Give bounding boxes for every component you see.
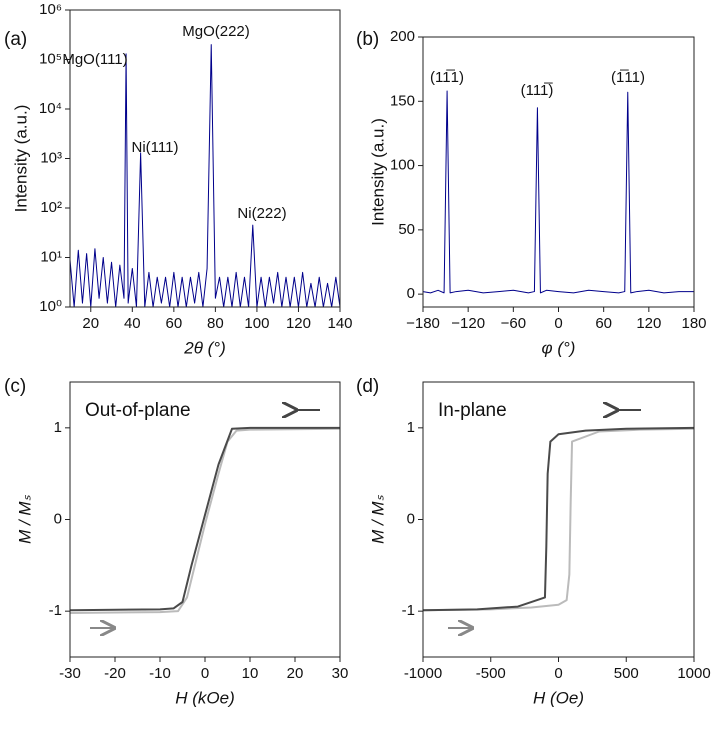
annotation: In-plane bbox=[438, 400, 507, 421]
panel: (a) 20 40 60 80 100 120 140 10⁰ 10¹ 10² 10³ 10⁴ 10⁵ 10… bbox=[4, 1, 353, 358]
annotation: MgO(222) bbox=[182, 23, 250, 40]
x-tick-label: -30 bbox=[59, 665, 81, 682]
annotation: MgO(111) bbox=[62, 51, 127, 68]
y-tick-label: 1 bbox=[407, 419, 415, 436]
x-tick-label: 20 bbox=[287, 665, 304, 682]
annotation: (1̅11) bbox=[611, 69, 645, 86]
y-tick-label: 150 bbox=[390, 92, 415, 109]
x-tick-label: −180 bbox=[406, 315, 440, 332]
arrows bbox=[90, 410, 641, 628]
y-tick-label: -1 bbox=[402, 602, 415, 619]
x-tick-label: 120 bbox=[636, 315, 661, 332]
x-tick-label: -1000 bbox=[404, 665, 442, 682]
x-tick-label: 10 bbox=[242, 665, 259, 682]
data-line bbox=[69, 426, 340, 612]
panel-label: (a) bbox=[4, 29, 27, 50]
y-tick-label: -1 bbox=[49, 602, 62, 619]
x-tick-label: 80 bbox=[207, 315, 224, 332]
data-line bbox=[69, 427, 341, 614]
annotation: (111̅) bbox=[521, 82, 554, 99]
plot-frame bbox=[69, 381, 341, 658]
panel-label: (b) bbox=[356, 29, 379, 50]
plot-frame bbox=[422, 381, 695, 658]
x-axis-title: H (Oe) bbox=[533, 688, 584, 707]
annotation: Ni(222) bbox=[237, 205, 286, 222]
y-axis-title: Intensity (a.u.) bbox=[11, 105, 30, 213]
annotation: Ni(111) bbox=[132, 139, 179, 156]
x-tick-label: 40 bbox=[124, 315, 141, 332]
y-tick-label: 10⁵ bbox=[39, 50, 62, 67]
y-axis-title: M / Mₛ bbox=[368, 494, 387, 543]
data-line bbox=[422, 90, 694, 294]
x-tick-label: 0 bbox=[554, 665, 562, 682]
panel: (d) -1000 -500 0 500 1000 -1 0 1 H (Oe) M / Mₛ In-p… bbox=[356, 376, 711, 707]
x-tick-label: -10 bbox=[149, 665, 171, 682]
y-tick-label: 10¹ bbox=[40, 248, 62, 265]
x-tick-label: 100 bbox=[244, 315, 269, 332]
annotation: (11̅1) bbox=[430, 69, 464, 86]
x-tick-label: 180 bbox=[681, 315, 706, 332]
x-axis-title: φ (°) bbox=[542, 338, 576, 357]
y-tick-label: 0 bbox=[54, 510, 62, 527]
x-tick-label: -500 bbox=[476, 665, 506, 682]
x-tick-label: 0 bbox=[554, 315, 562, 332]
x-tick-label: 60 bbox=[166, 315, 183, 332]
x-axis-title: 2θ (°) bbox=[183, 338, 226, 357]
panel-label: (d) bbox=[356, 376, 379, 397]
x-tick-label: 120 bbox=[286, 315, 311, 332]
annotation: Out-of-plane bbox=[85, 400, 191, 421]
x-tick-label: 0 bbox=[201, 665, 209, 682]
x-tick-label: −120 bbox=[451, 315, 485, 332]
x-tick-label: 500 bbox=[614, 665, 639, 682]
data-line bbox=[422, 426, 695, 612]
y-axis-title: Intensity (a.u.) bbox=[368, 118, 387, 226]
x-tick-label: -20 bbox=[104, 665, 126, 682]
y-tick-label: 1 bbox=[54, 419, 62, 436]
panel: (b) −180 −120 −60 0 60 120 180 0 50 100 150 200 φ (°)… bbox=[356, 28, 707, 358]
y-tick-label: 50 bbox=[398, 221, 415, 238]
y-tick-label: 10⁴ bbox=[39, 100, 62, 117]
y-tick-label: 10² bbox=[40, 199, 62, 216]
x-tick-label: 140 bbox=[327, 315, 352, 332]
panel-label: (c) bbox=[4, 376, 26, 397]
y-tick-label: 200 bbox=[390, 28, 415, 45]
y-tick-label: 100 bbox=[390, 157, 415, 174]
y-tick-label: 10⁶ bbox=[39, 1, 62, 18]
y-tick-label: 0 bbox=[407, 510, 415, 527]
x-tick-label: 1000 bbox=[677, 665, 710, 682]
x-tick-label: 60 bbox=[595, 315, 612, 332]
x-tick-label: −60 bbox=[501, 315, 526, 332]
y-axis-title: M / Mₛ bbox=[15, 494, 34, 543]
x-tick-label: 30 bbox=[332, 665, 349, 682]
y-tick-label: 0 bbox=[407, 285, 415, 302]
data-line bbox=[422, 427, 695, 612]
y-tick-label: 10³ bbox=[40, 149, 62, 166]
y-tick-label: 10⁰ bbox=[39, 298, 62, 315]
data-line bbox=[69, 44, 341, 308]
x-tick-label: 20 bbox=[82, 315, 99, 332]
x-axis-title: H (kOe) bbox=[175, 688, 235, 707]
